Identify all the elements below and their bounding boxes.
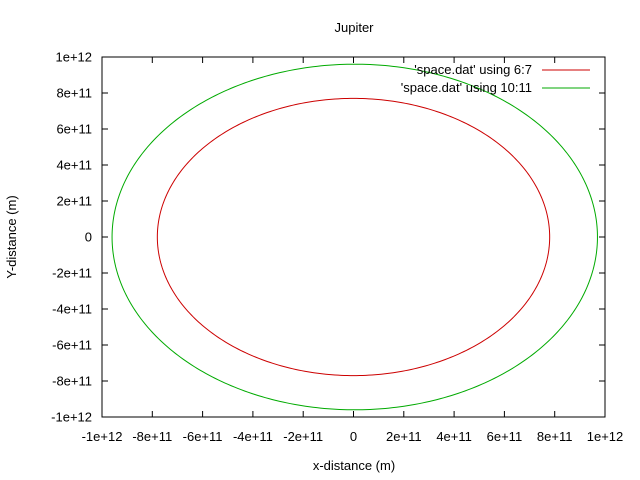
series-lines [111,63,598,411]
y-tick-label: -6e+11 [52,338,92,353]
x-tick-label: 1e+12 [587,429,624,444]
legend-label-series-2: 'space.dat' using 10:11 [401,80,532,95]
x-tick-label: -6e+11 [183,429,223,444]
y-tick-label: -8e+11 [52,374,92,389]
y-tick-label: -2e+11 [52,266,92,281]
y-tick-label: 4e+11 [56,158,92,173]
x-axis-label: x-distance (m) [313,458,395,473]
x-tick-label: -4e+11 [233,429,273,444]
series-line-2 [111,63,598,411]
y-axis-label: Y-distance (m) [4,195,19,278]
tick-labels: -1e+12 -8e+11 -6e+11 -4e+11 -2e+11 0 2e+11 4e+1… [51,50,623,445]
series-line-1 [156,97,551,377]
y-tick-label: 6e+11 [56,122,92,137]
x-tick-label: -8e+11 [132,429,172,444]
legend-label-series-1: 'space.dat' using 6:7 [414,62,532,77]
y-tick-label: 1e+12 [55,50,92,65]
y-tick-label: 8e+11 [56,86,92,101]
x-tick-label: 8e+11 [537,429,573,444]
x-tick-label: 6e+11 [487,429,523,444]
x-tick-label: 4e+11 [436,429,472,444]
x-tick-label: -1e+12 [82,429,123,444]
y-tick-label: 2e+11 [56,194,92,209]
x-tick-label: 2e+11 [386,429,422,444]
x-tick-label: 0 [350,429,357,444]
y-tick-label: 0 [85,230,92,245]
y-tick-label: -4e+11 [52,302,92,317]
x-tick-label: -2e+11 [283,429,323,444]
chart-title: Jupiter [334,20,374,35]
legend: 'space.dat' using 6:7 'space.dat' using … [401,62,590,95]
y-tick-label: -1e+12 [51,410,92,425]
tick-marks [101,56,606,418]
